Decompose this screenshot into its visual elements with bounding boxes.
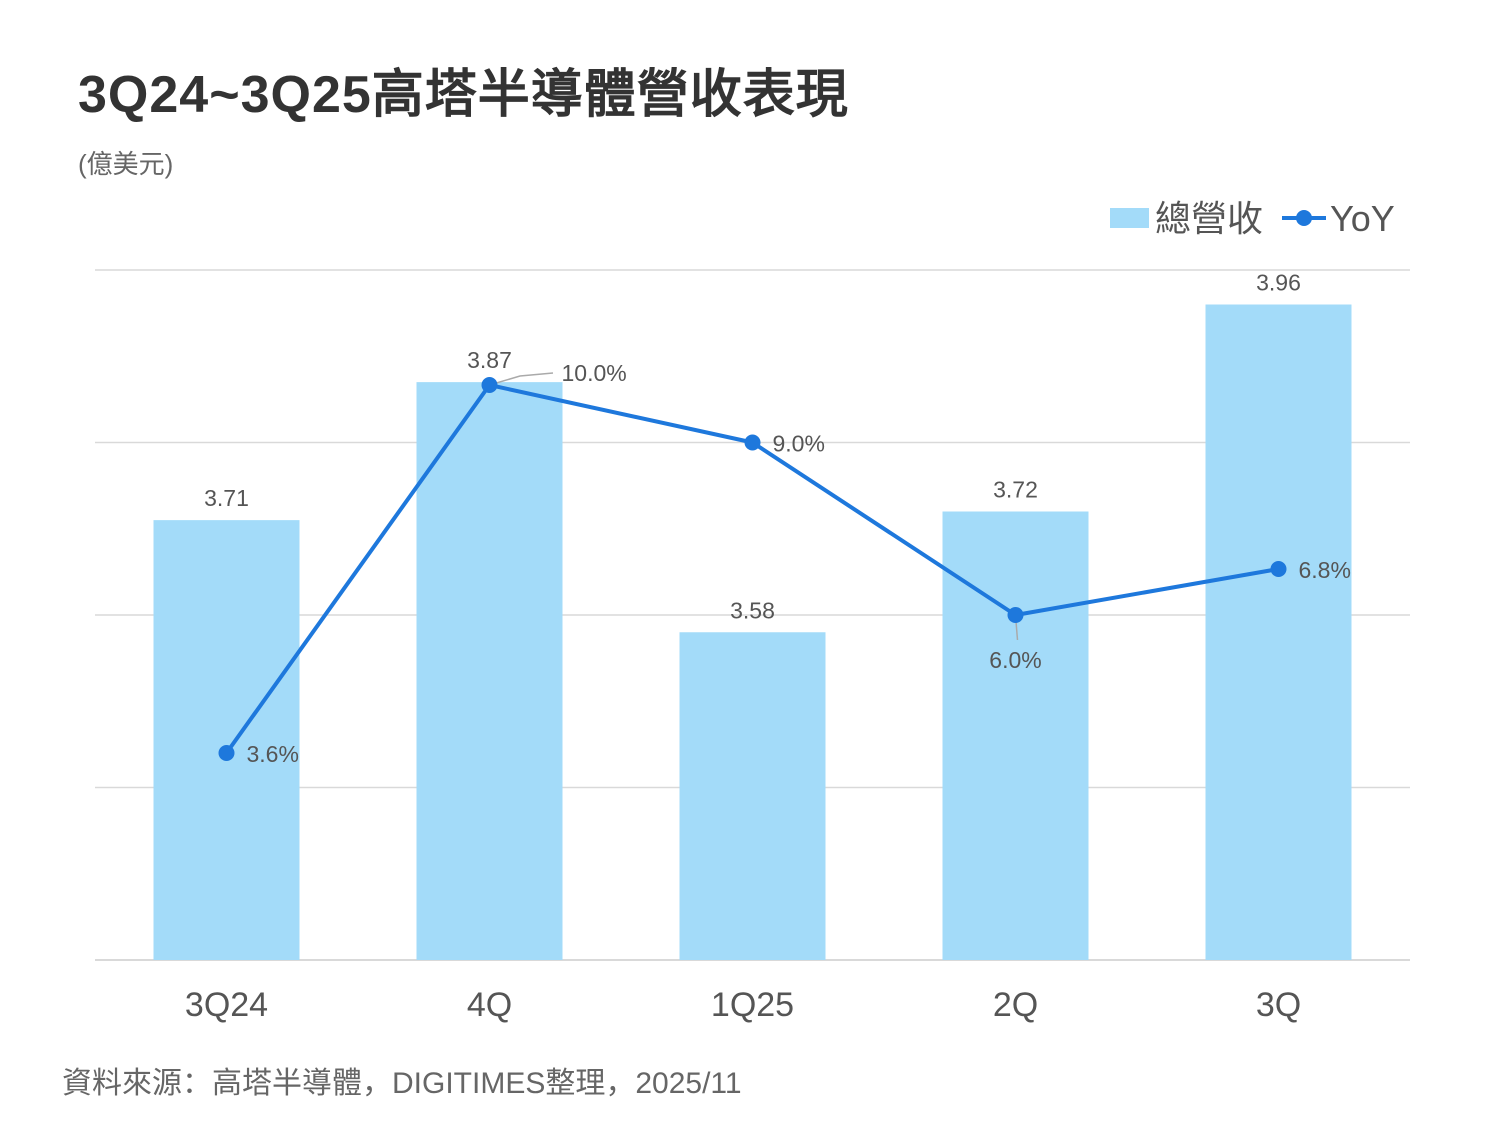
source-note: 資料來源：高塔半導體，DIGITIMES整理，2025/11 [62,1067,742,1100]
legend-bar-swatch [1110,208,1149,228]
bar-3Q [1205,304,1352,960]
bar-4Q [416,382,563,960]
yoy-label: 6.0% [989,647,1041,673]
yoy-label: 6.8% [1299,557,1351,583]
x-tick-label: 1Q25 [711,986,794,1024]
bar-label: 3.71 [204,485,249,511]
yoy-point-2Q [1007,607,1024,623]
leader-line [489,372,554,386]
x-tick-label: 2Q [993,986,1038,1024]
chart-title: 3Q24~3Q25高塔半導體營收表現 [78,66,849,124]
legend-label-yoy: YoY [1330,198,1395,239]
yoy-point-3Q24 [218,745,235,761]
yoy-point-1Q25 [744,434,761,451]
x-tick-label: 4Q [467,986,512,1024]
x-tick-label: 3Q [1256,986,1301,1024]
x-tick-label: 3Q24 [185,986,268,1024]
yoy-point-3Q [1270,561,1287,577]
bar-label: 3.87 [467,347,512,373]
bar-label: 3.96 [1256,270,1301,296]
legend-label-revenue: 總營收 [1155,198,1263,239]
unit-label: (億美元) [78,149,174,179]
bar-label: 3.58 [730,597,775,623]
bar-2Q [942,511,1089,960]
bar-1Q25 [679,632,826,960]
bar-3Q24 [153,520,300,960]
bar-label: 3.72 [993,477,1038,503]
yoy-label: 9.0% [773,431,825,457]
yoy-point-4Q [481,377,498,393]
yoy-label: 3.6% [247,741,299,767]
yoy-label: 10.0% [562,360,627,386]
legend-line-marker [1296,210,1312,226]
